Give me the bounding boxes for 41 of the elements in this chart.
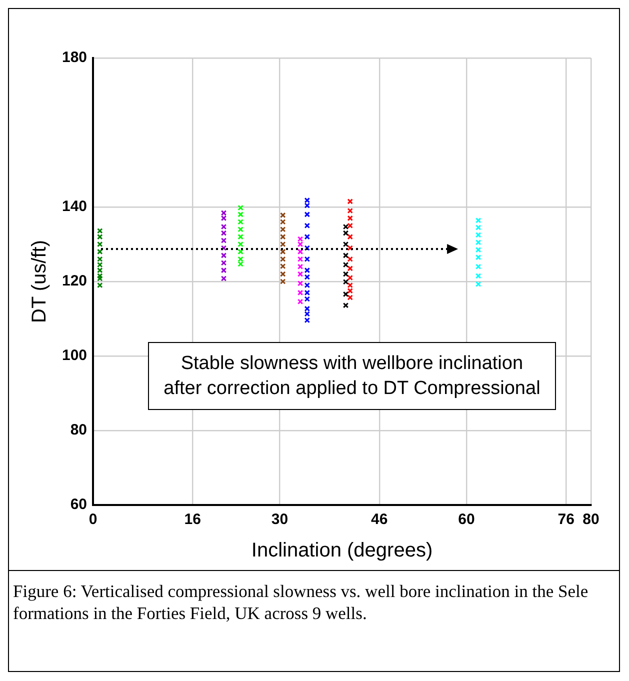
point (475, 273, 482, 279)
point (220, 276, 227, 282)
y-axis-title: DT (us/ft) (28, 240, 51, 323)
y-tick-label: 140 (62, 198, 88, 216)
point (342, 271, 349, 277)
y-tick-label: 100 (62, 347, 88, 364)
point (347, 256, 353, 262)
point (304, 256, 310, 262)
point (475, 281, 482, 287)
point (475, 264, 482, 270)
x-tick-label: 30 (271, 511, 288, 528)
y-tick-label: 180 (62, 49, 88, 66)
x-axis-title: Inclination (degrees) (251, 540, 433, 562)
point (297, 290, 304, 296)
point (342, 291, 349, 298)
y-tick-label: 80 (70, 422, 88, 439)
x-tick-label: 0 (88, 511, 98, 528)
point (347, 234, 353, 240)
point (297, 298, 304, 304)
caption: Figure 6: Verticalised compressional slowness vs. well bore inclination in the Sele formations in the Forties Field, UK across 9 wells. (13, 580, 590, 624)
point (342, 262, 349, 268)
point (297, 280, 304, 286)
point (342, 302, 349, 308)
point (342, 279, 349, 285)
x-tick-label: 80 (582, 511, 600, 528)
point (342, 252, 349, 258)
y-tick-label: 60 (70, 496, 88, 514)
point (347, 266, 353, 272)
x-tick-label: 60 (458, 511, 475, 528)
point (304, 212, 310, 218)
point (342, 241, 349, 248)
x-tick-label: 46 (371, 511, 388, 528)
point (347, 245, 353, 251)
y-tick-label: 120 (62, 272, 88, 290)
point (304, 222, 310, 228)
x-tick-label: 76 (558, 511, 574, 528)
annotation: Stable slowness with wellbore inclination after correction applied to DT Compressional (148, 342, 556, 410)
point (347, 198, 353, 204)
point (304, 234, 310, 240)
point (304, 245, 310, 251)
x-tick-label: 16 (184, 511, 201, 528)
